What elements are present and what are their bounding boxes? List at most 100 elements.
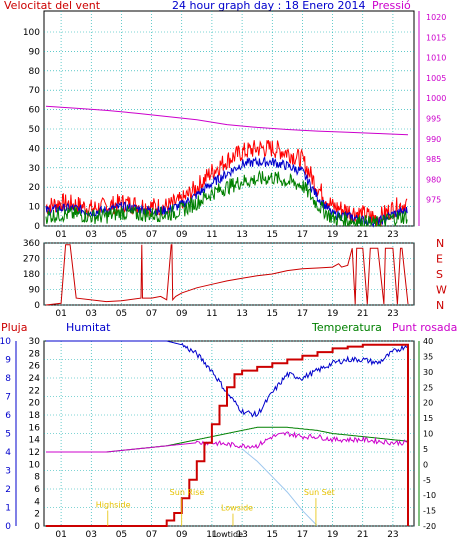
- temperature-tick-label: -5: [423, 476, 431, 485]
- lower-x-tick-label: 15: [267, 530, 278, 540]
- direction-line: [45, 244, 409, 306]
- wind-y-tick-label: 0: [34, 222, 40, 232]
- direction-plot-frame: [43, 242, 415, 306]
- humidity-tick-label: 24: [29, 374, 41, 384]
- lower-dew_point-line: [46, 431, 409, 453]
- wind-y-tick-label: 60: [29, 106, 41, 116]
- rain-tick-label: 3: [5, 467, 11, 477]
- wind-x-tick-label: 19: [327, 230, 339, 240]
- lower-x-tick-label: 03: [86, 530, 97, 540]
- direction-x-tick-label: 15: [267, 309, 278, 319]
- pressure-tick-label: 1010: [426, 54, 446, 63]
- temperature-tick-label: 0: [423, 460, 428, 469]
- humidity-tick-label: 18: [29, 411, 41, 421]
- rain-tick-label: 5: [5, 430, 11, 440]
- compass-label: S: [436, 268, 443, 281]
- annotation-label: Highside: [96, 501, 131, 510]
- temperature-tick-label: -15: [423, 507, 436, 516]
- humidity-tick-label: 4: [34, 497, 40, 507]
- pressure-title: Pressió: [372, 0, 411, 12]
- wind-y-tick-label: 80: [29, 67, 41, 77]
- wind-x-tick-label: 07: [146, 230, 157, 240]
- annotation-label: Sun Rise: [170, 488, 205, 497]
- wind-y-tick-label: 40: [29, 144, 41, 154]
- pressure-tick-label: 1015: [426, 33, 446, 42]
- wind-x-tick-label: 17: [297, 230, 308, 240]
- direction-x-tick-label: 11: [206, 309, 217, 319]
- pressure-tick-label: 1000: [426, 94, 446, 103]
- plot-frames: [43, 10, 415, 527]
- wind-y-tick-label: 10: [29, 203, 41, 213]
- humidity-label: Humitat: [66, 321, 111, 334]
- rain-tick-label: 7: [5, 393, 11, 403]
- direction-y-tick-label: 360: [23, 239, 40, 249]
- direction-x-tick-label: 17: [297, 309, 308, 319]
- temperature-tick-label: -10: [423, 491, 436, 500]
- wind-y-tick-label: 50: [29, 125, 41, 135]
- pressure-tick-label: 995: [426, 115, 441, 124]
- chart-title: 24 hour graph day : 18 Enero 2014: [172, 0, 366, 12]
- wind-x-tick-label: 01: [55, 230, 66, 240]
- annotation-label: Lowtide: [212, 530, 243, 539]
- lower-x-tick-label: 09: [176, 530, 188, 540]
- temperature-tick-label: 10: [423, 430, 433, 439]
- wind-x-tick-label: 11: [206, 230, 217, 240]
- lower-x-tick-label: 05: [116, 530, 127, 540]
- direction-x-tick-label: 23: [387, 309, 398, 319]
- direction-y-tick-label: 180: [23, 270, 40, 280]
- axis-labels: 01 03 05 07 09 11 13 15 17 19 21 230102030405060708…: [0, 11, 447, 540]
- rain-tick-label: 2: [5, 485, 11, 495]
- lower-rain-line: [46, 343, 409, 527]
- direction-y-tick-label: 270: [23, 255, 40, 265]
- direction-x-tick-label: 07: [146, 309, 157, 319]
- temperature-tick-label: -20: [423, 522, 436, 531]
- wind-x-tick-label: 09: [176, 230, 188, 240]
- lower-x-tick-label: 19: [327, 530, 339, 540]
- humidity-tick-label: 14: [29, 436, 41, 446]
- humidity-tick-label: 16: [29, 423, 41, 433]
- lower-x-tick-label: 01: [55, 530, 66, 540]
- rain-label: Pluja: [1, 321, 27, 334]
- temperature-tick-label: 40: [423, 337, 433, 346]
- temperature-tick-label: 35: [423, 352, 433, 361]
- pressure-line: [45, 105, 409, 136]
- annotation-label: Lowside: [221, 504, 253, 513]
- wind-gust-line: [45, 140, 408, 226]
- compass-label: W: [436, 284, 447, 297]
- rain-tick-label: 8: [5, 374, 11, 384]
- wind-y-tick-label: 90: [29, 47, 41, 57]
- pressure-tick-label: 975: [426, 196, 441, 205]
- temperature-tick-label: 15: [423, 414, 433, 423]
- wind-speed-line: [45, 169, 408, 228]
- humidity-tick-label: 0: [34, 522, 40, 532]
- pressure-tick-label: 1020: [426, 13, 446, 22]
- rain-tick-label: 10: [0, 337, 11, 347]
- wind-y-tick-label: 70: [29, 86, 41, 96]
- direction-x-tick-label: 13: [236, 309, 247, 319]
- lower-x-tick-label: 11: [206, 530, 217, 540]
- pressure-tick-label: 980: [426, 175, 441, 184]
- wind-x-tick-label: 03: [86, 230, 97, 240]
- wind-x-tick-label: 05: [116, 230, 127, 240]
- wind-x-tick-label: 23: [387, 230, 398, 240]
- humidity-tick-label: 28: [29, 349, 41, 359]
- lower-x-tick-label: 13: [236, 530, 247, 540]
- temperature-tick-label: 25: [423, 383, 433, 392]
- wind-y-tick-label: 100: [23, 28, 40, 38]
- direction-x-tick-label: 01: [55, 309, 66, 319]
- humidity-tick-label: 20: [29, 399, 41, 409]
- humidity-tick-label: 6: [34, 485, 40, 495]
- temperature-tick-label: 20: [423, 399, 433, 408]
- temperature-label: Temperatura: [311, 321, 382, 334]
- humidity-tick-label: 26: [29, 362, 41, 372]
- wind-y-tick-label: 20: [29, 183, 41, 193]
- lower-x-tick-label: 17: [297, 530, 308, 540]
- wind-y-tick-label: 30: [29, 164, 41, 174]
- humidity-tick-label: 10: [29, 460, 41, 470]
- lower-temperature-line: [46, 426, 409, 453]
- temperature-tick-label: 30: [423, 368, 433, 377]
- rain-tick-label: 4: [5, 448, 11, 458]
- grid-lines: [44, 11, 414, 527]
- direction-y-tick-label: 0: [34, 301, 40, 311]
- wind-title: Velocitat del vent: [4, 0, 101, 12]
